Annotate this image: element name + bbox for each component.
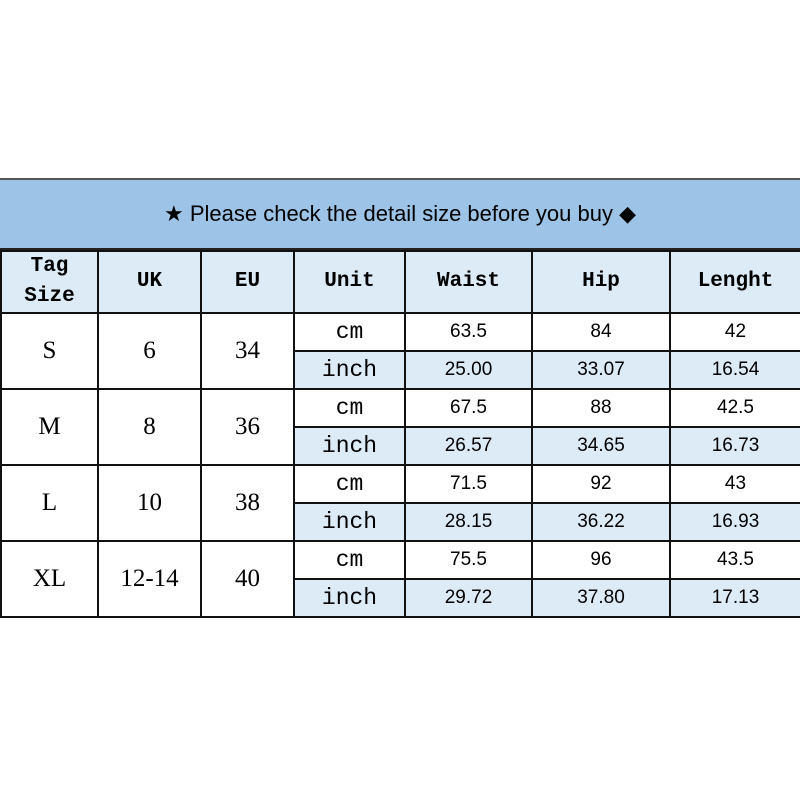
waist-cell: 26.57 [404, 426, 533, 466]
hip-cell: 36.22 [531, 502, 671, 542]
tag-size-cell: S [0, 312, 99, 390]
size-chart: ★ Please check the detail size before yo… [0, 178, 800, 618]
header-eu: EU [200, 250, 295, 314]
eu-size-cell: 36 [200, 388, 295, 466]
size-table: Tag Size UK EU Unit Waist Hip Lenght S 6 … [0, 250, 800, 618]
tag-size-cell: L [0, 464, 99, 542]
waist-cell: 71.5 [404, 464, 533, 504]
eu-size-cell: 38 [200, 464, 295, 542]
diamond-icon: ◆ [619, 201, 637, 226]
table-row-cm: M 8 36 cm 67.5 88 42.5 [0, 388, 800, 466]
hip-cell: 96 [531, 540, 671, 580]
waist-cell: 67.5 [404, 388, 533, 428]
banner-text: Please check the detail size before you … [189, 201, 613, 226]
table-row-inch: inch 25.00 33.07 16.54 [1, 350, 800, 390]
table-row-cm: L 10 38 cm 71.5 92 43 [0, 464, 800, 542]
uk-size-cell: 8 [97, 388, 202, 466]
hip-cell: 37.80 [531, 578, 671, 618]
length-cell: 42.5 [669, 388, 800, 428]
uk-size-cell: 6 [97, 312, 202, 390]
unit-cell: cm [293, 464, 406, 504]
uk-size-cell: 12-14 [97, 540, 202, 618]
hip-cell: 88 [531, 388, 671, 428]
header-size: Size [24, 285, 75, 308]
eu-size-cell: 40 [200, 540, 295, 618]
length-cell: 16.54 [669, 350, 800, 390]
unit-cell: inch [293, 578, 406, 618]
header-waist: Waist [404, 250, 533, 314]
header-tag-size: Tag Size [0, 250, 99, 314]
table-row-cm: S 6 34 cm 63.5 84 42 [0, 312, 800, 390]
unit-cell: inch [293, 502, 406, 542]
header-tag: Tag [30, 255, 69, 278]
waist-cell: 29.72 [404, 578, 533, 618]
header-uk: UK [97, 250, 202, 314]
header-length: Lenght [669, 250, 800, 314]
eu-size-cell: 34 [200, 312, 295, 390]
tag-size-cell: M [0, 388, 99, 466]
waist-cell: 63.5 [404, 312, 533, 352]
length-cell: 42 [669, 312, 800, 352]
unit-cell: inch [293, 350, 406, 390]
length-cell: 43.5 [669, 540, 800, 580]
length-cell: 43 [669, 464, 800, 504]
waist-cell: 25.00 [404, 350, 533, 390]
table-row-inch: inch 28.15 36.22 16.93 [1, 502, 800, 542]
hip-cell: 34.65 [531, 426, 671, 466]
header-unit: Unit [293, 250, 406, 314]
length-cell: 16.73 [669, 426, 800, 466]
header-hip: Hip [531, 250, 671, 314]
star-icon: ★ [163, 201, 184, 226]
waist-cell: 28.15 [404, 502, 533, 542]
unit-cell: cm [293, 540, 406, 580]
hip-cell: 84 [531, 312, 671, 352]
size-chart-banner: ★ Please check the detail size before yo… [0, 178, 800, 250]
table-row-inch: inch 26.57 34.65 16.73 [1, 426, 800, 466]
unit-cell: inch [293, 426, 406, 466]
table-row-cm: XL 12-14 40 cm 75.5 96 43.5 [0, 540, 800, 618]
unit-cell: cm [293, 312, 406, 352]
tag-size-cell: XL [0, 540, 99, 618]
table-row-inch: inch 29.72 37.80 17.13 [1, 578, 800, 618]
hip-cell: 92 [531, 464, 671, 504]
uk-size-cell: 10 [97, 464, 202, 542]
header-row: Tag Size UK EU Unit Waist Hip Lenght [0, 250, 800, 314]
length-cell: 16.93 [669, 502, 800, 542]
unit-cell: cm [293, 388, 406, 428]
length-cell: 17.13 [669, 578, 800, 618]
hip-cell: 33.07 [531, 350, 671, 390]
waist-cell: 75.5 [404, 540, 533, 580]
